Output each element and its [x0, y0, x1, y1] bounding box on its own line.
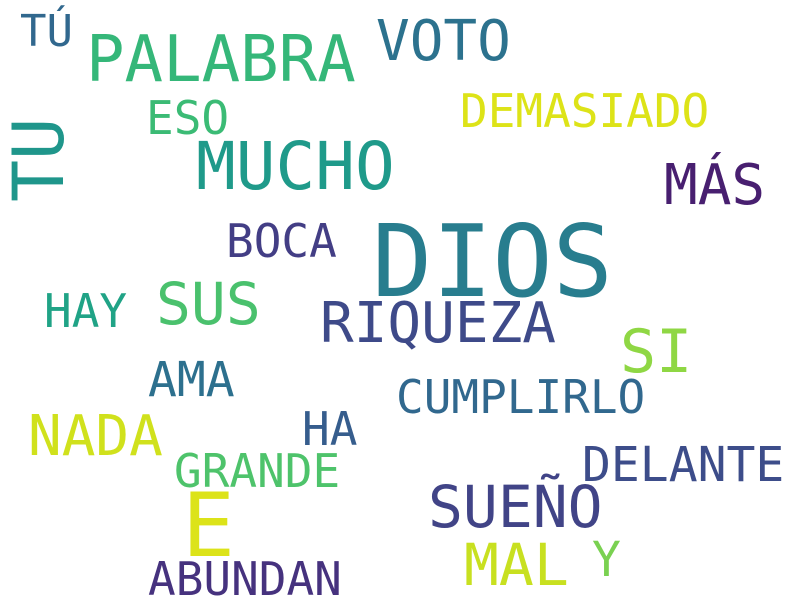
word-tu: TU [0, 117, 80, 202]
word-mas: MÁS [664, 153, 766, 218]
word-delante: DELANTE [582, 437, 785, 493]
word-hay: HAY [44, 284, 128, 338]
word-sueno: SUEÑO [428, 473, 603, 541]
word-voto: VOTO [376, 9, 511, 74]
word-cumplirlo: CUMPLIRLO [396, 370, 646, 424]
word-mucho: MUCHO [196, 128, 395, 205]
word-boca: BOCA [226, 214, 337, 268]
word-ama: AMA [148, 352, 235, 408]
word-mal: MAL [464, 531, 569, 599]
word-riqueza: RIQUEZA [320, 291, 557, 356]
word-si: SI [620, 317, 693, 387]
word-dios: DIOS [372, 203, 613, 320]
word-y: Y [592, 532, 621, 588]
word-e: E [182, 474, 235, 577]
word-palabra: PALABRA [86, 23, 356, 97]
word-nada: NADA [28, 404, 163, 469]
word-tu-accent: TÚ [20, 6, 73, 57]
word-abundan: ABUNDAN [148, 552, 342, 600]
word-demasiado: DEMASIADO [460, 84, 710, 138]
word-eso: ESO [146, 91, 230, 145]
word-grande: GRANDE [174, 444, 341, 498]
word-ha: HA [302, 402, 358, 456]
word-sus: SUS [156, 270, 261, 338]
